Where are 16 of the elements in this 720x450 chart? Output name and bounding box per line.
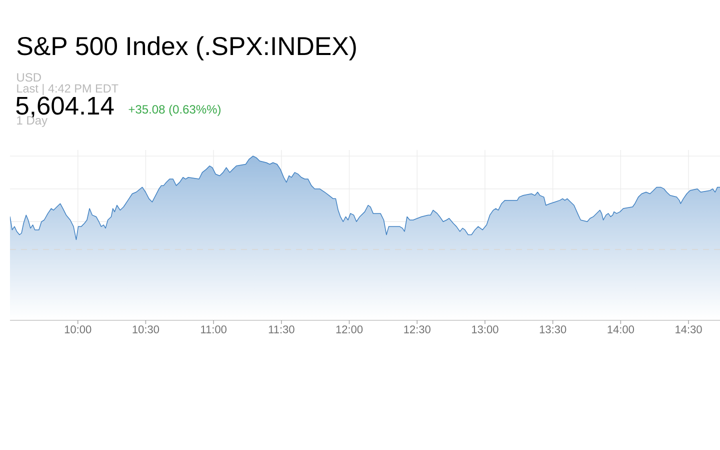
x-tick-label: 11:00 bbox=[201, 326, 226, 334]
chart-title: S&P 500 Index (.SPX:INDEX) bbox=[17, 36, 356, 60]
x-tick-label: 11:30 bbox=[268, 326, 294, 334]
text: Last | 4:42 PM EDT bbox=[17, 84, 118, 95]
x-tick-label: 10:30 bbox=[132, 326, 160, 334]
x-tick-label: 12:00 bbox=[336, 326, 363, 334]
x-tick-label: 13:00 bbox=[472, 326, 498, 334]
text: 5,604.14 bbox=[16, 96, 114, 118]
text: +35.08 (0.63%%) bbox=[128, 104, 220, 116]
text: USD bbox=[17, 73, 41, 82]
x-tick-label: 12:30 bbox=[404, 326, 430, 334]
x-tick-label: 14:30 bbox=[676, 326, 702, 334]
x-tick-label: 10:00 bbox=[64, 326, 92, 334]
x-tick-label: 13:30 bbox=[540, 326, 566, 334]
text: 1 Day bbox=[17, 116, 48, 127]
x-tick-label: 14:00 bbox=[608, 326, 634, 334]
